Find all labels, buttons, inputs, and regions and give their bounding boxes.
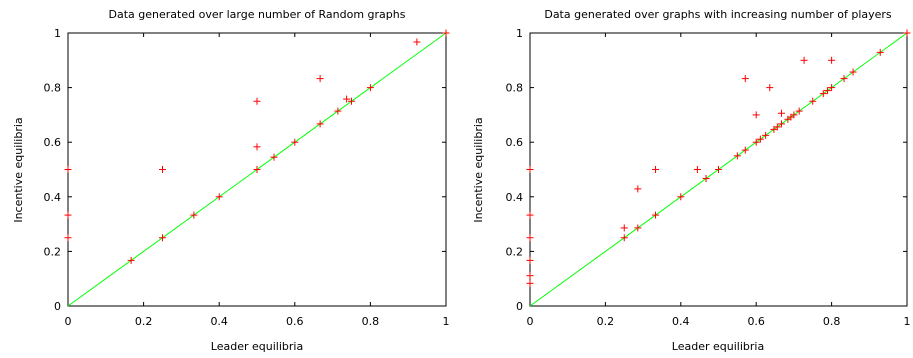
chart-increasing-players: Data generated over graphs with increasi… — [472, 8, 911, 353]
data-point — [159, 234, 166, 242]
data-point — [526, 166, 534, 173]
data-point — [741, 75, 749, 83]
data-point — [526, 256, 534, 264]
data-point — [366, 84, 374, 92]
data-point — [777, 109, 785, 117]
data-point — [413, 38, 421, 46]
data-point — [634, 185, 642, 193]
data-point — [733, 152, 741, 160]
y-axis-label: Incentive equilibria — [12, 117, 25, 222]
data-point — [634, 224, 642, 232]
data-point — [790, 111, 798, 119]
data-point — [795, 107, 803, 115]
y-tick-label: 0.2 — [506, 245, 524, 258]
data-point — [526, 272, 534, 280]
data-point — [526, 279, 534, 287]
x-axis-label: Leader equilibria — [211, 340, 303, 353]
data-point — [620, 234, 628, 242]
data-point — [64, 211, 72, 219]
y-axis-label: Incentive equilibria — [472, 117, 485, 222]
x-tick-label: 0.6 — [286, 315, 304, 328]
data-point — [828, 84, 836, 92]
data-point — [773, 123, 781, 131]
y-tick-label: 0.2 — [44, 245, 62, 258]
data-point — [159, 166, 166, 173]
x-axis-label: Leader equilibria — [672, 340, 764, 353]
data-point — [849, 68, 857, 76]
y-tick-label: 0.4 — [44, 191, 62, 204]
x-tick-label: 0 — [65, 315, 72, 328]
data-point — [291, 138, 299, 146]
y-tick-label: 0.6 — [44, 136, 62, 149]
data-point — [809, 97, 817, 105]
plot-area: 0 0.2 0.4 0.6 0.8 1 0 0.2 0.4 0.6 0.8 1 — [506, 27, 911, 328]
data-point — [652, 166, 660, 173]
data-point — [762, 131, 770, 139]
x-tick-label: 0.8 — [362, 315, 380, 328]
x-tick-label: 1 — [904, 315, 911, 328]
x-tick-label: 0.6 — [747, 315, 765, 328]
data-point — [903, 29, 911, 37]
data-point — [253, 166, 261, 173]
data-point — [652, 211, 660, 219]
data-point — [766, 84, 774, 92]
data-point — [442, 29, 450, 37]
data-point — [752, 111, 760, 119]
x-tick-label: 0 — [527, 315, 534, 328]
plot-area: 0 0.2 0.4 0.6 0.8 1 0 0.2 0.4 0.6 0.8 1 — [44, 27, 450, 328]
data-point — [334, 107, 342, 115]
data-point — [620, 224, 628, 232]
data-point — [840, 75, 848, 83]
x-tick-label: 0.2 — [597, 315, 615, 328]
data-point — [677, 193, 685, 201]
x-tick-label: 0.4 — [210, 315, 228, 328]
y-tick-label: 0.4 — [506, 191, 524, 204]
data-point — [215, 193, 223, 201]
data-point — [715, 166, 722, 173]
y-tick-label: 0 — [54, 300, 61, 313]
data-point — [752, 138, 760, 146]
data-point — [526, 234, 534, 242]
data-point — [741, 146, 749, 154]
y-tick-label: 0.8 — [44, 82, 62, 95]
chart-title: Data generated over large number of Rand… — [109, 8, 406, 21]
data-point — [823, 87, 831, 95]
y-tick-label: 0 — [516, 300, 523, 313]
data-point — [253, 143, 261, 151]
y-tick-label: 1 — [54, 27, 61, 40]
data-point — [526, 211, 534, 219]
data-point — [876, 48, 884, 56]
y-tick-label: 1 — [516, 27, 523, 40]
data-point — [64, 166, 72, 173]
data-point — [343, 95, 351, 103]
x-tick-label: 1 — [443, 315, 450, 328]
data-point — [819, 90, 827, 98]
data-point — [777, 120, 785, 128]
x-tick-label: 0.4 — [672, 315, 690, 328]
data-point — [127, 256, 135, 264]
y-tick-label: 0.8 — [506, 82, 524, 95]
data-point — [253, 97, 261, 105]
y-tick-label: 0.6 — [506, 136, 524, 149]
data-point — [702, 175, 710, 183]
data-point — [800, 56, 808, 64]
data-point — [756, 135, 764, 143]
chart-random-graphs: Data generated over large number of Rand… — [12, 8, 450, 353]
data-point — [693, 166, 701, 173]
data-point — [316, 120, 324, 128]
chart-title: Data generated over graphs with increasi… — [544, 8, 892, 21]
data-point — [64, 234, 72, 242]
data-point — [270, 153, 278, 161]
data-point — [316, 75, 324, 83]
x-tick-label: 0.2 — [135, 315, 153, 328]
data-point — [828, 56, 836, 64]
data-point — [190, 211, 198, 219]
data-point — [348, 97, 355, 105]
x-tick-label: 0.8 — [823, 315, 841, 328]
